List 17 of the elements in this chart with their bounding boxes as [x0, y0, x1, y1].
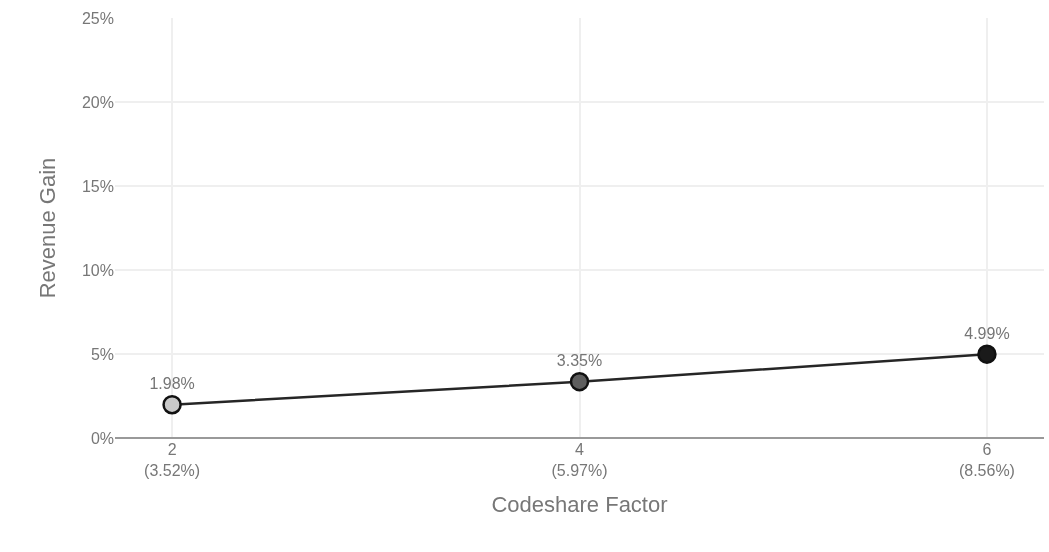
x-tick-label: 4 (5.97%)	[551, 441, 608, 479]
y-axis-title: Revenue Gain	[34, 157, 60, 299]
data-label: 3.35%	[556, 352, 603, 370]
point	[977, 344, 997, 364]
y-tick-label: 15%	[81, 177, 114, 195]
y-tick-label: 0%	[90, 429, 114, 447]
data-label: 4.99%	[964, 324, 1010, 342]
data-label: 1.98%	[149, 375, 195, 393]
y-tick-label: 25%	[81, 9, 114, 27]
point	[569, 371, 590, 392]
y-tick-label: 10%	[81, 261, 114, 279]
point	[162, 394, 182, 415]
x-tick-label: 2 (3.52%)	[144, 441, 201, 479]
x-axis-title: Codeshare Factor	[491, 491, 668, 517]
y-tick-label: 20%	[81, 93, 114, 111]
x-tick-label: 6 (8.56%)	[958, 441, 1015, 479]
y-tick-label: 5%	[90, 345, 114, 363]
